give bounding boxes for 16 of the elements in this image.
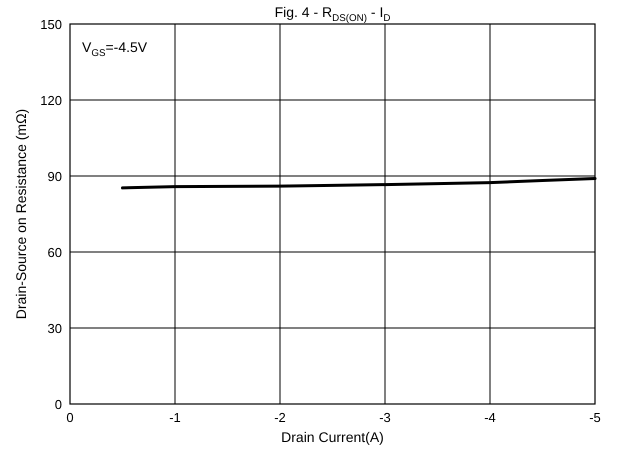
y-tick-label: 90 (48, 169, 62, 184)
chart-title: Fig. 4 - R$_{DS(ON)}$ - I$_{D}$ (274, 4, 390, 24)
x-tick-label: -1 (169, 410, 181, 425)
y-axis-title: Drain-Source on Resistance (mΩ) (13, 108, 29, 320)
y-tick-label: 30 (48, 321, 62, 336)
x-tick-label: 0 (66, 410, 74, 425)
x-tick-label: -2 (274, 410, 286, 425)
y-tick-label: 60 (48, 245, 62, 260)
y-tick-label: 0 (54, 397, 62, 412)
y-tick-label: 120 (40, 93, 62, 108)
y-tick-label: 150 (40, 17, 62, 32)
x-tick-label: -5 (589, 410, 601, 425)
x-tick-label: -3 (379, 410, 391, 425)
x-tick-label: -4 (484, 410, 496, 425)
x-axis-title: Drain Current(A) (281, 429, 384, 445)
annotation: V$_{GS}$=-4.5V (82, 39, 148, 58)
